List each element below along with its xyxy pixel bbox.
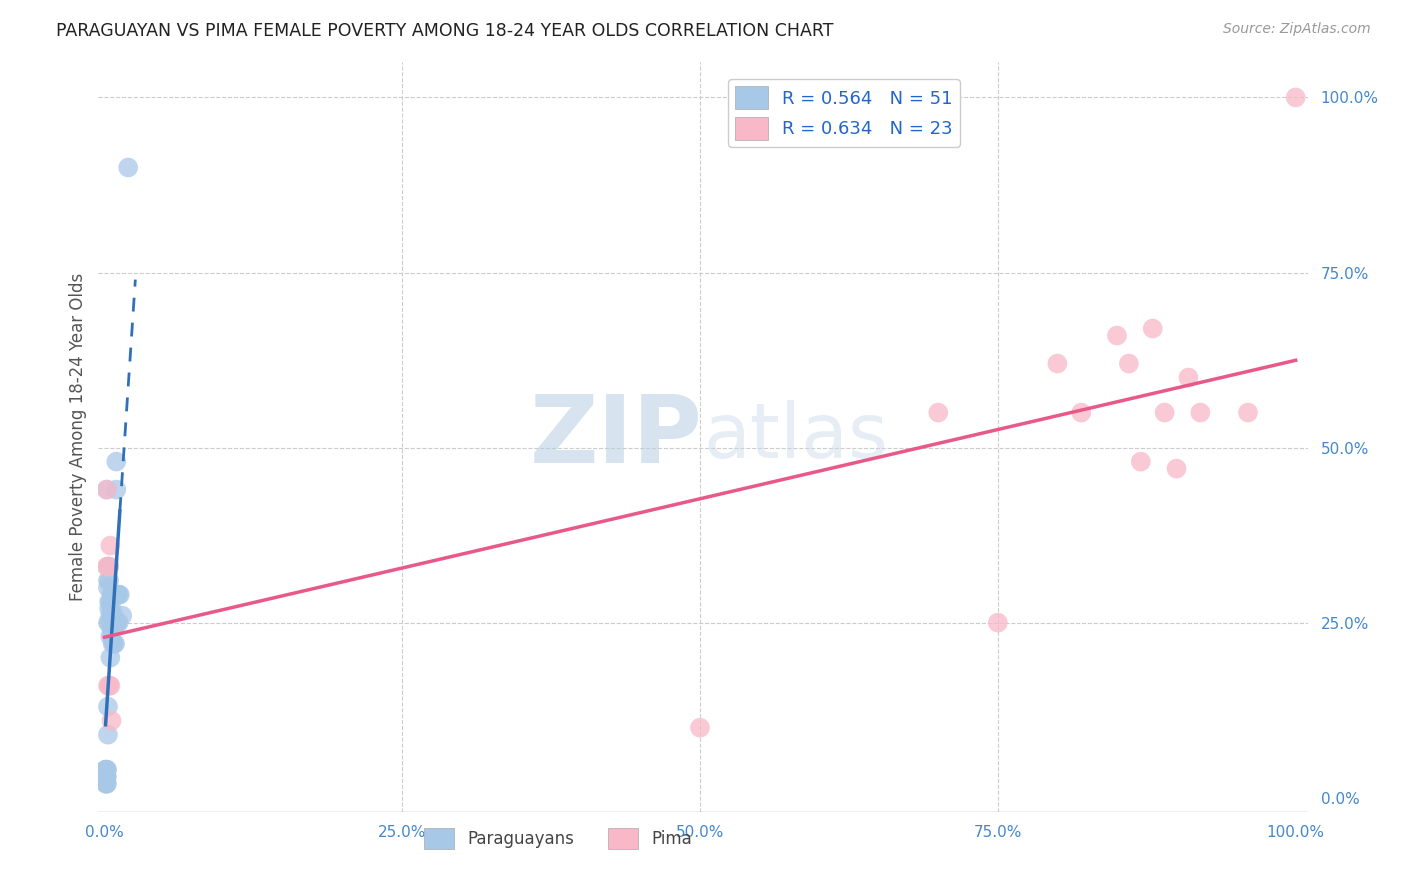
- Point: [96, 763, 118, 777]
- Point: [94, 763, 117, 777]
- Y-axis label: Female Poverty Among 18-24 Year Olds: Female Poverty Among 18-24 Year Olds: [69, 273, 87, 601]
- Point: [97, 574, 120, 588]
- Point: [1142, 321, 1164, 335]
- Point: [105, 615, 128, 630]
- Text: atlas: atlas: [703, 401, 887, 474]
- Point: [689, 721, 711, 735]
- Point: [96, 559, 118, 574]
- Point: [1105, 328, 1128, 343]
- Point: [104, 588, 127, 602]
- Point: [97, 679, 120, 693]
- Point: [1153, 406, 1175, 420]
- Point: [100, 623, 122, 637]
- Point: [1237, 406, 1260, 420]
- Point: [101, 615, 124, 630]
- Point: [103, 588, 125, 602]
- Point: [98, 601, 121, 615]
- Point: [117, 161, 139, 175]
- Point: [100, 601, 122, 615]
- Point: [1118, 357, 1140, 371]
- Point: [98, 650, 121, 665]
- Point: [96, 763, 118, 777]
- Point: [96, 777, 118, 791]
- Point: [97, 559, 120, 574]
- Point: [103, 637, 125, 651]
- Point: [104, 637, 127, 651]
- Point: [105, 588, 128, 602]
- Point: [98, 679, 121, 693]
- Point: [98, 559, 121, 574]
- Point: [1046, 357, 1069, 371]
- Point: [987, 615, 1010, 630]
- Point: [96, 763, 118, 777]
- Point: [98, 559, 121, 574]
- Point: [100, 588, 122, 602]
- Point: [96, 483, 118, 497]
- Point: [1166, 461, 1188, 475]
- Point: [98, 574, 121, 588]
- Point: [94, 763, 117, 777]
- Point: [98, 608, 121, 623]
- Point: [97, 699, 120, 714]
- Text: ZIP: ZIP: [530, 391, 703, 483]
- Point: [1177, 370, 1199, 384]
- Point: [107, 588, 129, 602]
- Point: [98, 630, 121, 644]
- Point: [97, 615, 120, 630]
- Point: [98, 615, 121, 630]
- Point: [105, 454, 128, 468]
- Point: [96, 770, 118, 784]
- Point: [96, 770, 118, 784]
- Point: [97, 728, 120, 742]
- Point: [94, 770, 117, 784]
- Point: [96, 483, 118, 497]
- Point: [98, 679, 121, 693]
- Point: [107, 615, 129, 630]
- Point: [94, 777, 117, 791]
- Point: [97, 581, 120, 595]
- Point: [107, 588, 129, 602]
- Point: [100, 714, 122, 728]
- Point: [1285, 90, 1308, 104]
- Point: [111, 608, 134, 623]
- Point: [103, 608, 125, 623]
- Point: [98, 539, 121, 553]
- Point: [927, 406, 949, 420]
- Point: [96, 777, 118, 791]
- Point: [1189, 406, 1212, 420]
- Point: [101, 637, 124, 651]
- Legend: Paraguayans, Pima: Paraguayans, Pima: [418, 822, 699, 855]
- Point: [98, 594, 121, 608]
- Point: [1070, 406, 1092, 420]
- Point: [108, 588, 131, 602]
- Point: [1129, 454, 1152, 468]
- Point: [104, 615, 127, 630]
- Text: PARAGUAYAN VS PIMA FEMALE POVERTY AMONG 18-24 YEAR OLDS CORRELATION CHART: PARAGUAYAN VS PIMA FEMALE POVERTY AMONG …: [56, 22, 834, 40]
- Point: [107, 615, 129, 630]
- Point: [94, 770, 117, 784]
- Point: [101, 588, 124, 602]
- Point: [105, 483, 128, 497]
- Point: [98, 594, 121, 608]
- Text: Source: ZipAtlas.com: Source: ZipAtlas.com: [1223, 22, 1371, 37]
